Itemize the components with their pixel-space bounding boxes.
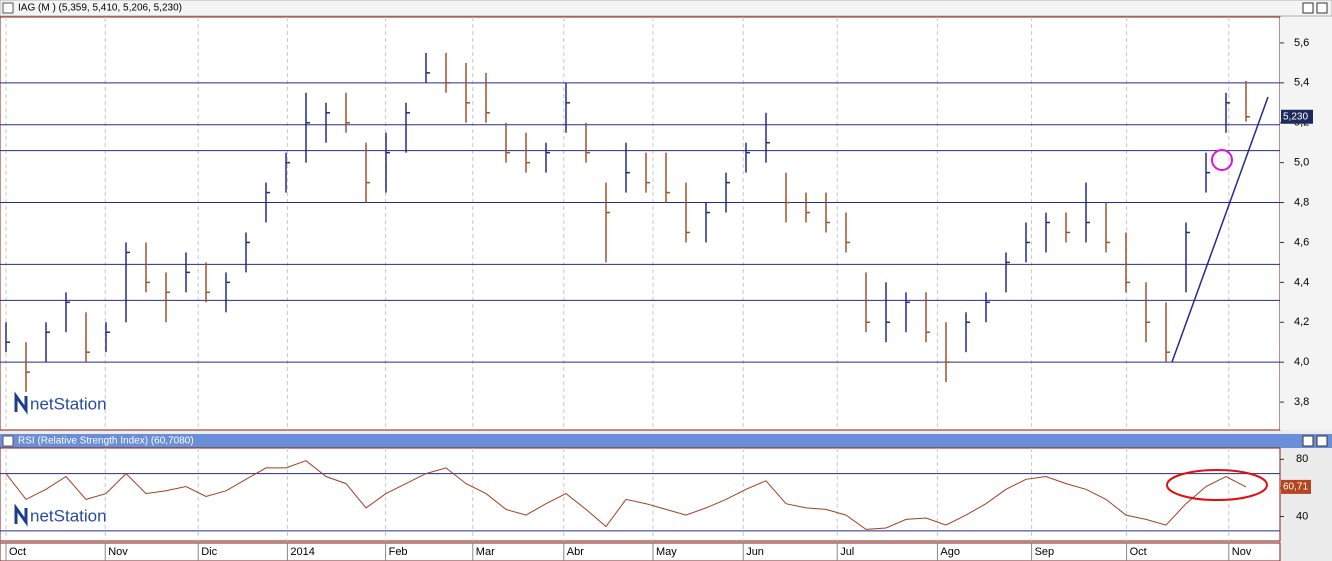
panel-header	[0, 434, 1332, 448]
y-tick-label: 4,4	[1294, 276, 1309, 288]
x-tick-label: 2014	[290, 546, 314, 558]
minimize-button[interactable]	[1302, 2, 1314, 14]
last-price-label: 5,230	[1283, 111, 1308, 122]
y-tick-label: 5,4	[1294, 77, 1309, 89]
y-tick-label: 4,6	[1294, 236, 1309, 248]
x-tick-label: Nov	[108, 546, 128, 558]
x-tick-label: Abr	[567, 546, 584, 558]
x-tick-label: Nov	[1232, 546, 1252, 558]
close-button[interactable]	[1316, 435, 1328, 447]
x-tick-label: Mar	[476, 546, 495, 558]
watermark: netStation	[30, 506, 107, 525]
x-tick-label: Feb	[389, 546, 408, 558]
x-tick-label: Jul	[840, 546, 854, 558]
highlight-ellipse[interactable]	[1166, 469, 1268, 501]
minimize-button[interactable]	[1302, 435, 1314, 447]
x-tick-label: Sep	[1035, 546, 1055, 558]
x-tick-label: Dic	[201, 546, 217, 558]
panel-icon	[2, 2, 14, 14]
y-tick-label: 3,8	[1294, 396, 1309, 408]
y-tick-label: 5,0	[1294, 157, 1309, 169]
panel-header	[0, 0, 1332, 17]
last-value-box	[1281, 479, 1311, 494]
rsi-line	[5, 460, 1247, 530]
y-tick-label: 4,0	[1294, 356, 1309, 368]
x-tick-label: Jun	[746, 546, 764, 558]
trend-line[interactable]	[1171, 96, 1269, 363]
panel-icon	[2, 435, 14, 447]
panel-title: RSI (Relative Strength Index) (60,7080)	[18, 436, 194, 447]
x-axis-area	[0, 542, 1281, 561]
watermark-logo	[14, 391, 28, 527]
highlight-circle[interactable]	[1211, 149, 1233, 171]
x-tick-label: May	[656, 546, 677, 558]
x-tick-label: Oct	[9, 546, 26, 558]
panel-title: IAG (M ) (5,359, 5,410, 5,206, 5,230)	[18, 3, 182, 14]
y-tick-label: 40	[1296, 510, 1308, 522]
price-plot-area	[0, 16, 1281, 431]
price-axis-area	[1280, 17, 1332, 430]
x-tick-label: Ago	[940, 546, 960, 558]
y-tick-label: 5,6	[1294, 37, 1309, 49]
last-value-label: 60,71	[1283, 482, 1308, 493]
last-price-box	[1281, 109, 1313, 124]
rsi-plot-area	[0, 447, 1281, 542]
x-tick-label: Oct	[1130, 546, 1147, 558]
y-tick-label: 80	[1296, 453, 1308, 465]
y-tick-label: 4,2	[1294, 316, 1309, 328]
close-button[interactable]	[1316, 2, 1328, 14]
y-tick-label: 4,8	[1294, 196, 1309, 208]
watermark: netStation	[30, 394, 107, 413]
